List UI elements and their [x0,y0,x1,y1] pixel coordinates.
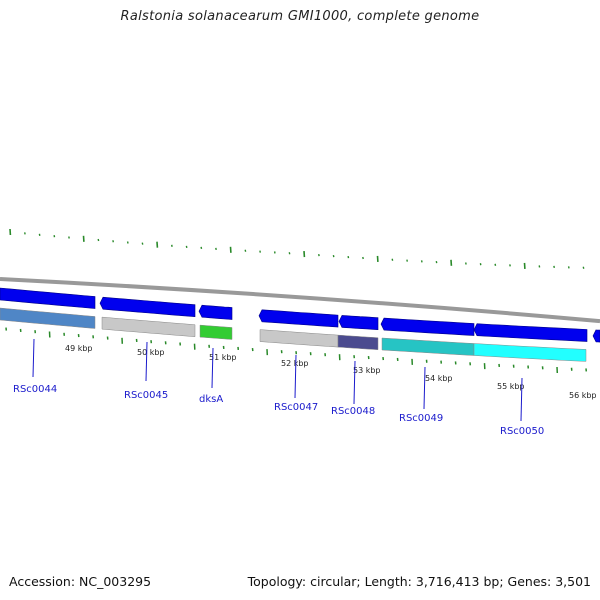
forward-gene-arrow [592,329,600,343]
gene-callout-line [294,354,297,399]
gene-bar [199,324,233,340]
outer-tick-track [9,228,585,269]
map-title: Ralstonia solanacearum GMI1000, complete… [120,9,480,24]
forward-gene-arrow [473,323,588,342]
scale-label: 55 kbp [497,382,525,391]
gene-label: RSc0047 [274,402,318,413]
scale-label: 54 kbp [425,374,453,383]
gene-callout-line [353,360,356,405]
scale-label: 53 kbp [353,366,381,375]
forward-strand-track [0,287,600,343]
gene-label: RSc0048 [331,406,375,417]
gene-callout-line [520,377,523,422]
gene-label: RSc0050 [500,426,544,437]
scale-label: 49 kbp [65,344,93,353]
forward-gene-arrow [258,309,339,328]
genome-backbone [0,277,600,324]
accession-text: Accession: NC_003295 [9,574,152,589]
gene-bar [381,337,475,356]
backbone-line [0,277,600,324]
gene-label: RSc0045 [124,390,168,401]
gene-track [0,307,587,362]
scale-tick-track [5,327,588,374]
gene-bar [259,329,339,348]
forward-gene-arrow [198,304,233,320]
scale-label: 52 kbp [281,359,309,368]
gene-callout-line [211,347,214,389]
forward-gene-arrow [99,296,196,318]
gene-bar [101,316,196,337]
gene-label: dksA [199,394,223,405]
scale-label: 51 kbp [209,353,237,362]
gene-callout-line [32,338,35,378]
gene-bar [337,334,379,350]
scale-label-track: 49 kbp 50 kbp 51 kbp 52 kbp 53 kbp 54 kbp 55 k… [65,344,597,400]
forward-gene-arrow [0,287,96,309]
gene-bar [0,307,96,329]
topology-summary: Topology: circular; Length: 3,716,413 bp… [247,574,591,589]
scale-label: 56 kbp [569,391,597,400]
gene-label-track: RSc0044 RSc0045 dksA RSc0047 RSc0048 RSc0049 R… [13,338,544,437]
gene-bar [473,343,587,362]
gene-label: RSc0049 [399,413,443,424]
forward-gene-arrow [380,317,475,336]
gene-label: RSc0044 [13,384,57,395]
scale-label: 50 kbp [137,348,165,357]
forward-gene-arrow [338,315,379,331]
gene-callout-line [423,366,426,410]
gene-callout-line [145,341,148,382]
